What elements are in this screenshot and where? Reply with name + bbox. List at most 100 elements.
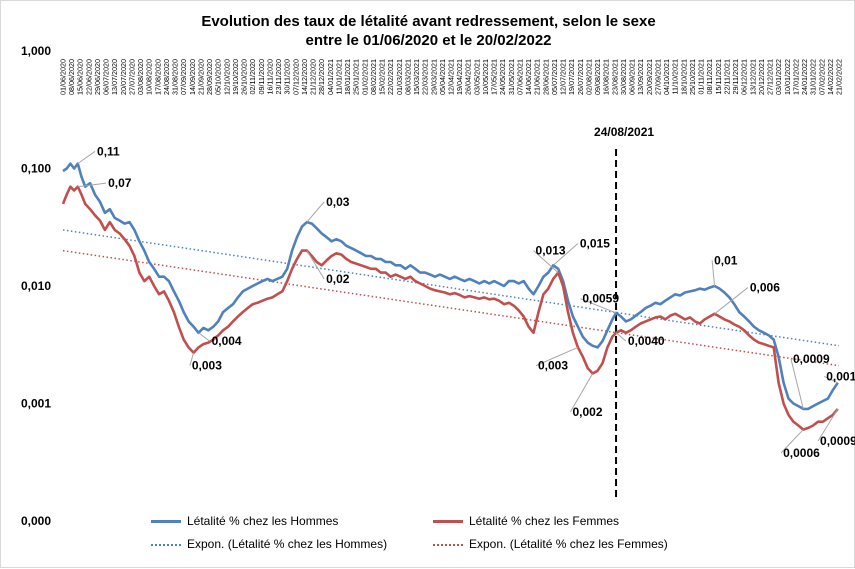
annotation-leader: [189, 352, 195, 366]
x-tick-label: 06/12/2021: [740, 59, 749, 95]
annotation-leader: [77, 182, 107, 188]
x-tick-label: 10/01/2022: [783, 59, 792, 95]
x-tick-label: 30/11/2020: [283, 59, 292, 94]
x-tick-label: 28/06/2021: [541, 59, 550, 95]
x-tick-label: 24/05/2021: [498, 59, 507, 95]
legend-swatch-femmes: [433, 520, 463, 524]
x-tick-label: 22/06/2020: [84, 59, 93, 95]
x-tick-label: 18/10/2021: [679, 59, 688, 95]
data-label: 0,11: [97, 144, 120, 158]
x-tick-label: 18/01/2021: [343, 59, 352, 95]
data-label: 0,02: [326, 272, 350, 286]
annotation-leader: [711, 260, 716, 287]
x-tick-label: 17/01/2022: [791, 59, 800, 95]
trendline-femmes: [62, 249, 840, 367]
x-tick-label: 21/02/2022: [835, 59, 844, 95]
x-tick-label: 20/09/2021: [645, 59, 654, 95]
x-tick-label: 21/06/2021: [533, 59, 542, 95]
x-tick-label: 08/03/2021: [403, 59, 412, 95]
y-tick-label: 0,001: [21, 397, 51, 411]
x-tick-label: 28/12/2020: [317, 59, 326, 95]
data-label: 0,002: [572, 405, 602, 419]
x-tick-label: 08/11/2021: [705, 59, 714, 94]
chart-subtitle: entre le 01/06/2020 et le 20/02/2022: [305, 32, 552, 49]
x-tick-label: 31/05/2021: [507, 59, 516, 95]
x-tick-label: 13/09/2021: [636, 59, 645, 95]
data-label: 0,015: [580, 236, 610, 250]
x-tick-label: 22/11/2021: [722, 59, 731, 94]
x-tick-label: 25/10/2021: [688, 59, 697, 95]
x-tick-label: 14/02/2022: [826, 59, 835, 95]
x-tick-label: 05/10/2020: [214, 59, 223, 95]
data-label: 0,0040: [628, 334, 665, 348]
x-tick-label: 22/02/2021: [386, 59, 395, 95]
x-tick-label: 07/12/2020: [291, 59, 300, 95]
annotation-leader: [535, 346, 579, 367]
x-tick-label: 02/08/2021: [585, 59, 594, 95]
x-tick-label: 26/07/2021: [576, 59, 585, 95]
x-tick-label: 09/11/2020: [257, 59, 266, 94]
data-label: 0,006: [750, 281, 780, 295]
x-tick-label: 04/01/2021: [326, 59, 335, 95]
x-tick-label: 20/07/2020: [119, 59, 128, 95]
annotation-leader: [570, 373, 594, 413]
x-tick-label: 11/01/2021: [334, 59, 343, 94]
x-tick-label: 14/12/2020: [300, 59, 309, 95]
y-tick-label: 0,010: [21, 279, 51, 293]
data-label: 0,004: [212, 334, 242, 348]
legend-swatch-expon-femmes: [433, 543, 463, 546]
data-label: 0,013: [536, 244, 566, 258]
x-tick-label: 19/04/2021: [455, 59, 464, 95]
data-label: 0,0009: [793, 352, 830, 366]
legend-swatch-hommes: [151, 520, 181, 524]
x-tick-label: 08/06/2020: [67, 59, 76, 95]
data-label: 0,03: [326, 195, 350, 209]
x-tick-label: 15/11/2021: [714, 59, 723, 94]
x-tick-label: 06/09/2021: [628, 59, 637, 95]
legend-label-femmes: Létalité % chez les Femmes: [469, 514, 620, 528]
x-tick-label: 21/12/2020: [309, 59, 318, 95]
legend-label-expon-hommes: Expon. (Létalité % chez les Hommes): [187, 537, 388, 551]
data-label: 0,07: [108, 176, 132, 190]
series-line-femmes: [61, 185, 839, 431]
legend-item-femmes: Létalité % chez les Femmes: [433, 514, 619, 528]
annotation-leader: [552, 243, 579, 266]
x-tick-label: 04/10/2021: [662, 59, 671, 95]
chart-title: Evolution des taux de létalité avant red…: [201, 13, 656, 30]
x-tick-label: 07/02/2022: [817, 59, 826, 95]
x-tick-label: 11/10/2021: [671, 59, 680, 94]
x-tick-label: 03/08/2020: [136, 59, 145, 95]
annotation-leader: [77, 150, 96, 165]
x-tick-label: 01/03/2021: [395, 59, 404, 95]
x-tick-label: 08/02/2021: [369, 59, 378, 95]
legend-item-expon-hommes: Expon. (Létalité % chez les Hommes): [151, 537, 387, 551]
data-label: 0,0059: [582, 292, 619, 306]
x-tick-label: 12/07/2021: [559, 59, 568, 95]
x-tick-label: 24/01/2022: [800, 59, 809, 95]
annotation-leader: [817, 408, 839, 442]
x-tick-label: 01/11/2021: [697, 59, 706, 94]
x-tick-label: 25/01/2021: [352, 59, 361, 95]
annotation-leader: [580, 298, 617, 314]
x-tick-label: 03/05/2021: [472, 59, 481, 95]
annotation-leader: [198, 332, 210, 342]
x-tick-label: 28/09/2020: [205, 59, 214, 95]
x-tick-label: 05/04/2021: [438, 59, 447, 95]
data-label: 0,0009: [820, 434, 855, 448]
x-tick-label: 05/07/2021: [550, 59, 559, 95]
x-tick-label: 12/10/2020: [222, 59, 231, 95]
y-tick-label: 0,100: [21, 162, 51, 176]
x-tick-label: 26/10/2020: [240, 59, 249, 95]
data-label: 0,003: [192, 359, 222, 373]
x-tick-label: 31/01/2022: [809, 59, 818, 95]
x-tick-label: 10/05/2021: [481, 59, 490, 95]
x-tick-label: 03/01/2022: [774, 59, 783, 95]
x-tick-label: 19/10/2020: [231, 59, 240, 95]
annotation-leader: [824, 375, 838, 384]
x-tick-label: 23/08/2021: [610, 59, 619, 95]
x-tick-label: 26/04/2021: [464, 59, 473, 95]
x-tick-label: 31/08/2020: [171, 59, 180, 95]
x-tick-label: 20/12/2021: [757, 59, 766, 95]
